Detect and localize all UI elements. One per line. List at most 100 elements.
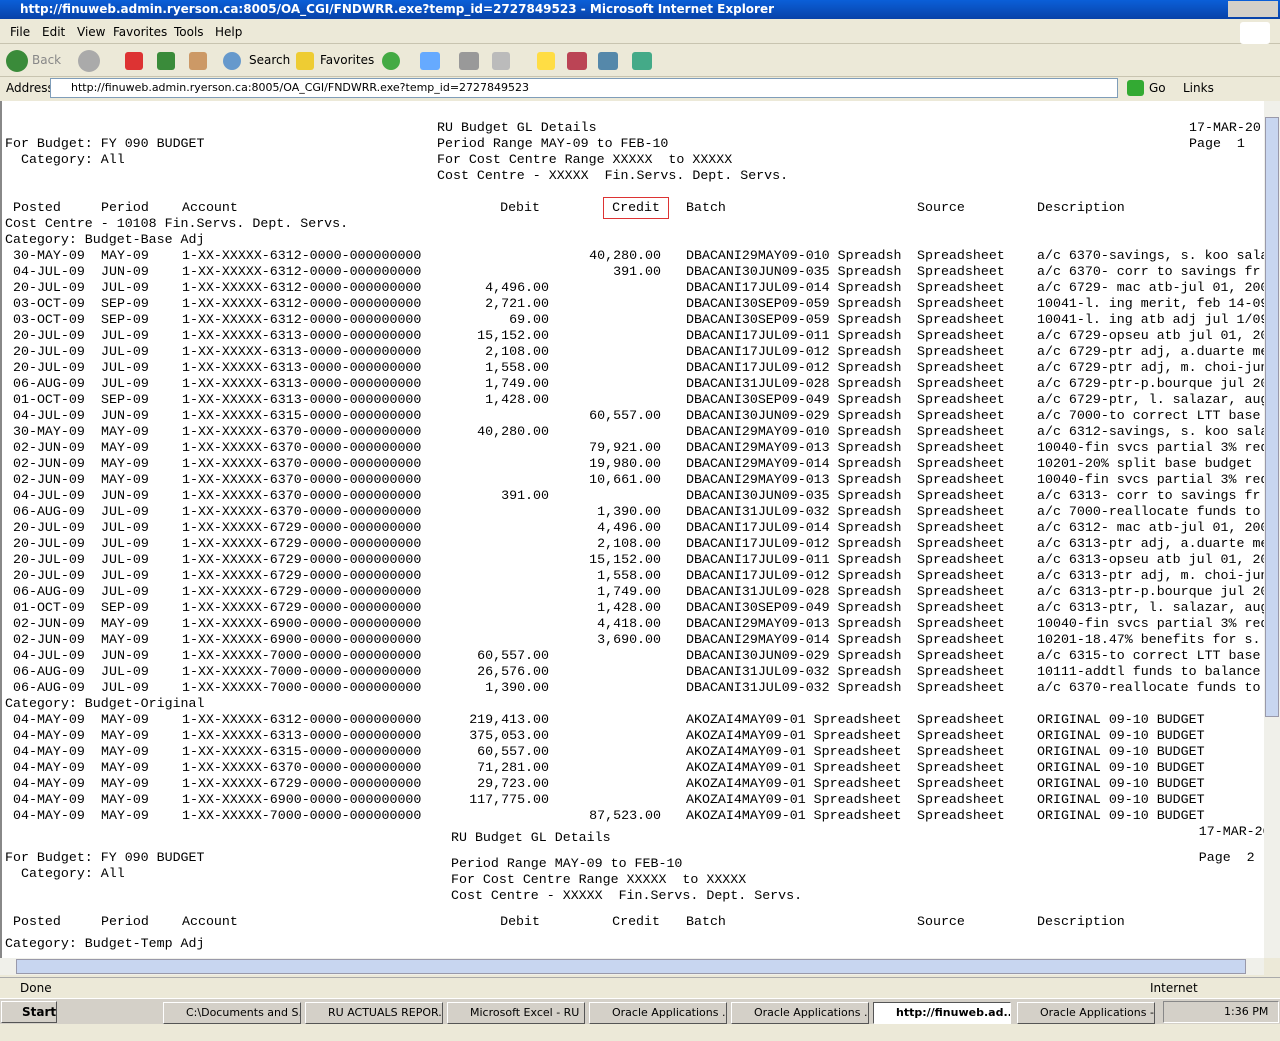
column-header: Account <box>182 914 238 929</box>
cell-account: 1-XX-XXXXX-6312-0000-000000000 <box>182 296 422 311</box>
stop-icon[interactable] <box>125 52 143 70</box>
back-icon[interactable] <box>6 50 28 72</box>
taskbar-item[interactable]: Oracle Applications ... <box>731 1002 869 1024</box>
cell-source: Spreadsheet <box>917 296 1005 311</box>
cell-source: Spreadsheet <box>917 312 1005 327</box>
cell-debit: 1,749.00 <box>485 376 549 391</box>
cell-source: Spreadsheet <box>917 728 1005 743</box>
favorites-icon[interactable] <box>296 52 314 70</box>
cell-batch: AKOZAI4MAY09-01 Spreadsheet <box>686 712 902 727</box>
vertical-scrollbar[interactable] <box>1264 101 1280 958</box>
menu-item[interactable]: File <box>10 25 31 39</box>
cell-credit: 2,108.00 <box>597 536 661 551</box>
print-icon[interactable] <box>459 52 479 70</box>
cell-posted: 30-MAY-09 <box>13 248 85 263</box>
cell-account: 1-XX-XXXXX-6370-0000-000000000 <box>182 424 422 439</box>
refresh-icon[interactable] <box>157 52 175 70</box>
cell-source: Spreadsheet <box>917 520 1005 535</box>
cell-source: Spreadsheet <box>917 568 1005 583</box>
cell-period: SEP-09 <box>101 392 149 407</box>
menu-item[interactable]: Favorites <box>113 25 168 39</box>
cell-credit: 4,496.00 <box>597 520 661 535</box>
cell-description: 10040-fin svcs partial 3% red <box>1037 440 1264 455</box>
go-label[interactable]: Go <box>1149 81 1166 95</box>
taskbar-item[interactable]: Oracle Applications ... <box>589 1002 727 1024</box>
cell-account: 1-XX-XXXXX-6315-0000-000000000 <box>182 744 422 759</box>
edit-icon[interactable] <box>492 52 510 70</box>
cell-period: MAY-09 <box>101 632 149 647</box>
cell-source: Spreadsheet <box>917 472 1005 487</box>
cell-description: a/c 6729-opseu atb jul 01, 20 <box>1037 328 1264 343</box>
address-field[interactable]: http://finuweb.admin.ryerson.ca:8005/OA_… <box>50 78 1118 98</box>
cell-batch: DBACANI30SEP09-049 Spreadsh <box>686 392 902 407</box>
cell-posted: 06-AUG-09 <box>13 680 85 695</box>
cell-posted: 02-JUN-09 <box>13 632 85 647</box>
start-button[interactable]: Start <box>1 1001 57 1023</box>
column-header: Period <box>101 914 149 929</box>
cell-batch: DBACANI31JUL09-028 Spreadsh <box>686 584 902 599</box>
menu-item[interactable]: View <box>77 25 106 39</box>
cell-batch: DBACANI29MAY09-010 Spreadsh <box>686 424 902 439</box>
taskbar-item[interactable]: Oracle Applications -... <box>1017 1002 1155 1024</box>
cell-description: a/c 6312- mac atb-jul 01, 200 <box>1037 520 1264 535</box>
cell-description: a/c 7000-reallocate funds to <box>1037 504 1261 519</box>
period-range: Period Range MAY-09 to FEB-10 <box>437 136 669 151</box>
cell-description: a/c 6315-to correct LTT base <box>1037 648 1261 663</box>
column-header: Batch <box>686 200 726 215</box>
cell-credit: 3,690.00 <box>597 632 661 647</box>
cell-description: 10040-fin svcs partial 3% red <box>1037 616 1264 631</box>
cell-posted: 20-JUL-09 <box>13 520 85 535</box>
cell-description: ORIGINAL 09-10 BUDGET <box>1037 776 1205 791</box>
cell-description: a/c 6729-ptr, l. salazar, aug <box>1037 392 1264 407</box>
taskbar-item[interactable]: Microsoft Excel - RU ... <box>447 1002 585 1024</box>
cell-period: SEP-09 <box>101 312 149 327</box>
cell-posted: 20-JUL-09 <box>13 360 85 375</box>
search-label[interactable]: Search <box>249 53 291 67</box>
budget-line: For Budget: FY 090 BUDGET <box>5 850 205 865</box>
windows-logo <box>1240 22 1270 44</box>
cell-account: 1-XX-XXXXX-6315-0000-000000000 <box>182 408 422 423</box>
taskbar-item[interactable]: http://finuweb.ad... <box>873 1002 1011 1024</box>
go-icon[interactable] <box>1127 80 1144 96</box>
cell-description: 10040-fin svcs partial 3% red <box>1037 472 1264 487</box>
history-icon[interactable] <box>382 52 400 70</box>
notes-icon[interactable] <box>537 52 555 70</box>
links-label[interactable]: Links <box>1183 81 1214 95</box>
taskbar-item[interactable]: RU ACTUALS REPOR... <box>305 1002 443 1024</box>
search-icon[interactable] <box>223 52 241 70</box>
cell-period: MAY-09 <box>101 616 149 631</box>
category-heading: Category: Budget-Base Adj <box>5 232 205 247</box>
address-bar: Address http://finuweb.admin.ryerson.ca:… <box>0 77 1280 100</box>
cell-posted: 04-MAY-09 <box>13 744 85 759</box>
mail-icon[interactable] <box>420 52 440 70</box>
messenger-icon[interactable] <box>632 52 652 70</box>
cell-debit: 60,557.00 <box>477 744 549 759</box>
forward-icon[interactable] <box>78 50 100 72</box>
cell-source: Spreadsheet <box>917 760 1005 775</box>
cell-debit: 2,721.00 <box>485 296 549 311</box>
cell-period: JUL-09 <box>101 280 149 295</box>
cell-account: 1-XX-XXXXX-6313-0000-000000000 <box>182 392 422 407</box>
home-icon[interactable] <box>189 52 207 70</box>
cell-posted: 06-AUG-09 <box>13 584 85 599</box>
back-label[interactable]: Back <box>32 53 62 67</box>
cell-period: JUL-09 <box>101 536 149 551</box>
menu-item[interactable]: Edit <box>42 25 66 39</box>
favorites-label[interactable]: Favorites <box>320 53 375 67</box>
research-icon[interactable] <box>567 52 587 70</box>
scroll-thumb-h[interactable] <box>16 959 1246 974</box>
tools-icon[interactable] <box>598 52 618 70</box>
column-header: Source <box>917 200 965 215</box>
menu-item[interactable]: Help <box>215 25 243 39</box>
menu-item[interactable]: Tools <box>174 25 204 39</box>
status-bar: Done Internet <box>0 977 1280 997</box>
cell-account: 1-XX-XXXXX-7000-0000-000000000 <box>182 680 422 695</box>
horizontal-scrollbar[interactable] <box>0 958 1264 975</box>
cell-description: ORIGINAL 09-10 BUDGET <box>1037 712 1205 727</box>
taskbar-item[interactable]: C:\Documents and S... <box>163 1002 301 1024</box>
window-title: http://finuweb.admin.ryerson.ca:8005/OA_… <box>20 2 775 16</box>
window-buttons[interactable] <box>1228 1 1278 17</box>
scroll-thumb[interactable] <box>1265 117 1279 717</box>
cell-account: 1-XX-XXXXX-6729-0000-000000000 <box>182 776 422 791</box>
cell-account: 1-XX-XXXXX-6900-0000-000000000 <box>182 632 422 647</box>
